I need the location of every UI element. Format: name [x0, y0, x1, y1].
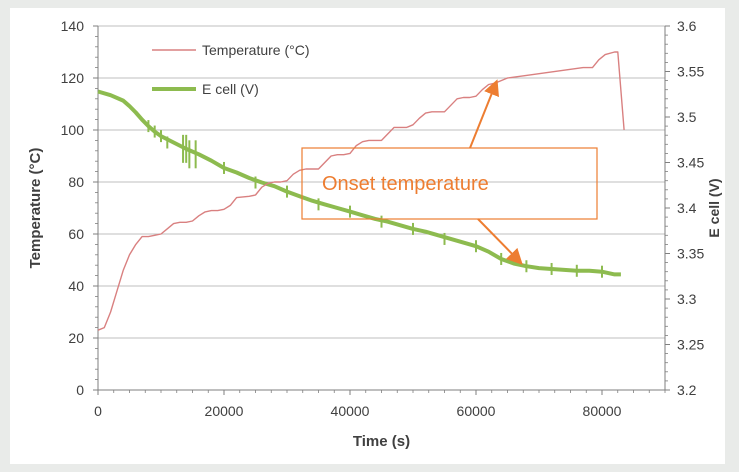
y-right-tick-label: 3.2: [677, 382, 697, 398]
y-right-tick-label: 3.3: [677, 291, 697, 307]
legend: Temperature (°C) E cell (V): [152, 42, 310, 97]
y-left-tick-label: 0: [76, 382, 84, 398]
tick-labels: 0 20 40 60 80 100 120 140 3.2 3.25 3.3 3.35 3.4 3.45 3…: [27, 18, 722, 450]
x-axis-title: Time (s): [353, 433, 410, 450]
gridlines: [98, 25, 665, 339]
chart-background: [10, 8, 725, 464]
y-left-axis-title: Temperature (°C): [27, 148, 44, 269]
y-right-tick-label: 3.25: [677, 337, 704, 353]
annotation-arrow-temperature: [469, 79, 499, 149]
annotation-label: Onset temperature: [322, 173, 489, 195]
y-right-tick-label: 3.45: [677, 155, 704, 171]
y-right-tick-label: 3.4: [677, 200, 697, 216]
x-tick-label: 80000: [583, 403, 622, 419]
y-left-tick-label: 100: [61, 122, 85, 138]
x-tick-label: 40000: [331, 403, 370, 419]
series-line-ecell: [97, 89, 621, 277]
y-right-tick-label: 3.35: [677, 246, 704, 262]
y-left-tick-label: 120: [61, 70, 85, 86]
annotations: Onset temperature: [301, 79, 598, 265]
y-left-tick-label: 20: [68, 330, 84, 346]
x-tick-label: 0: [94, 403, 102, 419]
y-right-tick-label: 3.5: [677, 109, 697, 125]
y-right-tick-label: 3.6: [677, 18, 697, 34]
x-tick-label: 20000: [205, 403, 244, 419]
annotation-arrow-ecell: [477, 218, 523, 265]
y-right-axis-title: E cell (V): [706, 178, 722, 237]
y-right-tick-label: 3.55: [677, 64, 704, 80]
axes: [93, 25, 670, 395]
y-left-tick-label: 60: [68, 226, 84, 242]
y-left-tick-label: 80: [68, 174, 84, 190]
x-tick-label: 60000: [457, 403, 496, 419]
annotation-box: [301, 147, 598, 220]
legend-label-temperature: Temperature (°C): [202, 42, 310, 58]
y-left-tick-label: 40: [68, 278, 84, 294]
legend-label-ecell: E cell (V): [202, 81, 259, 97]
y-left-tick-label: 140: [61, 18, 85, 34]
